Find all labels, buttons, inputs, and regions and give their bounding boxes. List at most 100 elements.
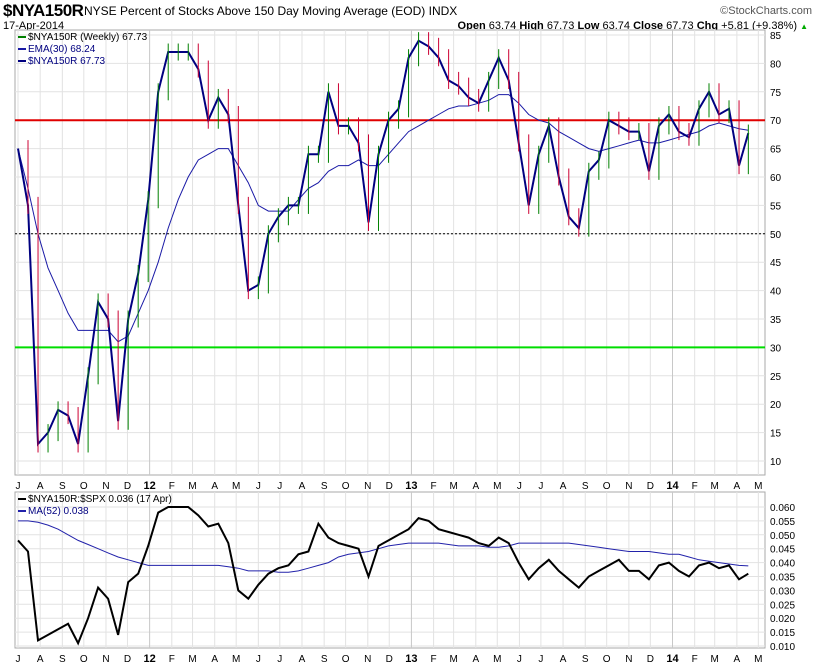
x-tick-label: D bbox=[386, 654, 393, 665]
y-tick-label: 0.030 bbox=[770, 586, 795, 597]
x-tick-label: J bbox=[256, 654, 261, 665]
x-tick-label: J bbox=[538, 654, 543, 665]
x-tick-label: O bbox=[342, 481, 350, 492]
low-label: Low bbox=[577, 20, 600, 32]
quote-summary: Open 63.74 High 67.73 Low 63.74 Close 67… bbox=[458, 20, 808, 32]
y-tick-label: 60 bbox=[770, 173, 782, 184]
y-tick-label: 10 bbox=[770, 457, 782, 468]
legend-entry: MA(52) 0.038 bbox=[28, 506, 89, 517]
open-label: Open bbox=[457, 20, 486, 32]
x-tick-label: F bbox=[169, 654, 175, 665]
x-tick-label: S bbox=[321, 481, 328, 492]
x-tick-label: A bbox=[299, 654, 306, 665]
y-tick-label: 0.050 bbox=[770, 531, 795, 542]
x-tick-label: F bbox=[169, 481, 175, 492]
x-tick-label: O bbox=[342, 654, 350, 665]
x-tick-label: N bbox=[625, 654, 632, 665]
y-tick-label: 0.060 bbox=[770, 503, 795, 514]
x-tick-label: S bbox=[321, 654, 328, 665]
x-tick-label: J bbox=[517, 654, 522, 665]
y-tick-label: 30 bbox=[770, 343, 782, 354]
x-tick-label: M bbox=[188, 481, 196, 492]
x-tick-label: M bbox=[449, 481, 457, 492]
x-tick-label: A bbox=[299, 481, 306, 492]
legend-entry: EMA(30) 68.24 bbox=[28, 44, 96, 55]
x-tick-label: S bbox=[582, 481, 589, 492]
y-tick-label: 85 bbox=[770, 31, 782, 42]
x-tick-label: J bbox=[16, 654, 21, 665]
chg-label: Chg bbox=[696, 20, 719, 32]
x-tick-label: J bbox=[277, 481, 282, 492]
ema30-line bbox=[17, 94, 749, 343]
y-tick-label: 40 bbox=[770, 287, 782, 298]
y-tick-label: 0.055 bbox=[770, 517, 795, 528]
legend-swatch bbox=[18, 60, 26, 62]
x-tick-label: M bbox=[493, 654, 501, 665]
x-tick-label: J bbox=[517, 481, 522, 492]
x-tick-label: O bbox=[603, 481, 611, 492]
x-tick-label: M bbox=[711, 654, 719, 665]
x-tick-label: N bbox=[364, 481, 371, 492]
close-value: 67.73 bbox=[666, 20, 694, 32]
x-tick-label: J bbox=[538, 481, 543, 492]
x-tick-label: A bbox=[37, 481, 44, 492]
y-tick-label: 80 bbox=[770, 59, 782, 70]
y-tick-label: 70 bbox=[770, 116, 782, 127]
x-tick-label: A bbox=[472, 654, 479, 665]
x-tick-label: M bbox=[754, 481, 762, 492]
y-tick-label: 0.025 bbox=[770, 600, 795, 611]
y-tick-label: 20 bbox=[770, 400, 782, 411]
x-tick-label: O bbox=[80, 481, 88, 492]
x-tick-label: F bbox=[692, 654, 698, 665]
y-tick-label: 50 bbox=[770, 230, 782, 241]
x-tick-label: S bbox=[59, 654, 66, 665]
x-tick-label: F bbox=[692, 481, 698, 492]
x-tick-label: A bbox=[472, 481, 479, 492]
triangle-up-icon: ▲ bbox=[800, 22, 808, 31]
x-tick-label: 13 bbox=[405, 653, 417, 665]
x-tick-label: M bbox=[188, 654, 196, 665]
x-tick-label: S bbox=[59, 481, 66, 492]
x-tick-label: D bbox=[386, 481, 393, 492]
legend-swatch bbox=[18, 48, 26, 50]
x-tick-label: A bbox=[37, 654, 44, 665]
x-tick-label: M bbox=[711, 481, 719, 492]
y-tick-label: 35 bbox=[770, 315, 782, 326]
high-label: High bbox=[519, 20, 544, 32]
x-tick-label: O bbox=[80, 654, 88, 665]
x-tick-label: A bbox=[560, 654, 567, 665]
exchange: INDX bbox=[428, 4, 458, 18]
y-tick-label: 0.040 bbox=[770, 559, 795, 570]
description-text: NYSE Percent of Stocks Above 150 Day Mov… bbox=[84, 4, 426, 18]
x-tick-label: A bbox=[560, 481, 567, 492]
x-tick-label: A bbox=[734, 481, 741, 492]
x-tick-label: O bbox=[603, 654, 611, 665]
x-tick-label: J bbox=[16, 481, 21, 492]
y-tick-label: 0.020 bbox=[770, 614, 795, 625]
description: NYSE Percent of Stocks Above 150 Day Mov… bbox=[84, 4, 457, 18]
ma52-line bbox=[18, 520, 749, 573]
y-tick-label: 0.035 bbox=[770, 573, 795, 584]
x-tick-label: D bbox=[647, 481, 654, 492]
x-tick-label: D bbox=[124, 481, 131, 492]
chg-value: +5.81 (+9.38%) bbox=[721, 20, 798, 32]
y-tick-label: 75 bbox=[770, 88, 782, 99]
x-tick-label: D bbox=[647, 654, 654, 665]
x-tick-label: M bbox=[493, 481, 501, 492]
ratio-line bbox=[17, 506, 749, 646]
legend-entry: $NYA150R (Weekly) 67.73 bbox=[28, 32, 148, 43]
x-tick-label: F bbox=[431, 481, 437, 492]
y-tick-label: 55 bbox=[770, 201, 782, 212]
x-tick-label: A bbox=[211, 481, 218, 492]
price-panel bbox=[14, 29, 766, 476]
x-tick-label: 12 bbox=[143, 480, 155, 492]
y-tick-label: 0.045 bbox=[770, 545, 795, 556]
x-tick-label: J bbox=[256, 481, 261, 492]
x-tick-label: S bbox=[582, 654, 589, 665]
y-tick-label: 65 bbox=[770, 145, 782, 156]
legend-swatch bbox=[18, 510, 26, 512]
x-tick-label: D bbox=[124, 654, 131, 665]
copyright: ©StockCharts.com bbox=[720, 5, 812, 17]
